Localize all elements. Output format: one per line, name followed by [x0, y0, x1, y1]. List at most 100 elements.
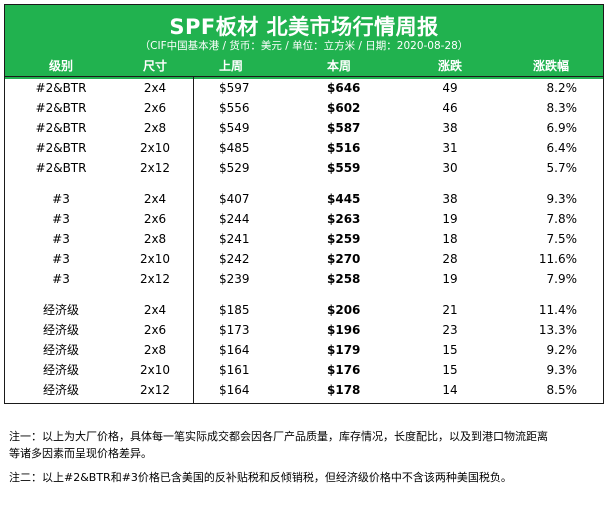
cell-last-week: $244 [219, 212, 250, 226]
cell-change-pct: 5.7% [546, 161, 578, 175]
cell-change: 14 [442, 383, 458, 397]
cell-change: 30 [442, 161, 458, 175]
cell-grade: 经济级 [42, 363, 79, 377]
cell-change-pct: 11.6% [538, 252, 577, 266]
cell-this-week: $646 [327, 81, 361, 95]
table-row: 经济级 2x8 $164 $179 15 9.2% [5, 340, 603, 360]
column-header-change-pct: 涨跌幅 [532, 59, 569, 73]
column-header-size: 尺寸 [142, 59, 167, 73]
table-row: #2&BTR 2x4 $597 $646 49 8.2% [5, 78, 603, 98]
report-title: SPF板材 北美市场行情周报 [169, 15, 439, 39]
cell-size: 2x12 [139, 383, 170, 397]
table-row: #3 2x4 $407 $445 38 9.3% [5, 189, 603, 209]
table-row: #2&BTR 2x8 $549 $587 38 6.9% [5, 118, 603, 138]
cell-last-week: $556 [219, 101, 250, 115]
cell-change-pct: 6.4% [546, 141, 578, 155]
cell-last-week: $173 [219, 323, 250, 337]
cell-grade: 经济级 [42, 303, 79, 317]
table-row: #3 2x12 $239 $258 19 7.9% [5, 269, 603, 289]
report-subtitle: （CIF中国基本港 / 货币：美元 / 单位：立方米 / 日期：2020-08-… [139, 40, 469, 52]
cell-change: 18 [442, 232, 458, 246]
cell-this-week: $178 [327, 383, 361, 397]
cell-size: 2x10 [139, 363, 170, 377]
cell-grade: #3 [52, 192, 70, 206]
cell-size: 2x12 [139, 272, 170, 286]
cell-size: 2x6 [143, 212, 167, 226]
cell-size: 2x6 [143, 101, 167, 115]
cell-last-week: $242 [219, 252, 250, 266]
column-header-last-week: 上周 [219, 59, 244, 73]
table-row: 经济级 2x10 $161 $176 15 9.3% [5, 360, 603, 380]
note-2: 注二：以上#2&BTR和#3价格已含美国的反补贴税和反倾销税，但经济级价格中不含… [9, 471, 512, 484]
table-row: #2&BTR 2x12 $529 $559 30 5.7% [5, 158, 603, 178]
cell-this-week: $206 [327, 303, 361, 317]
cell-change: 15 [442, 363, 458, 377]
cell-change-pct: 7.8% [546, 212, 578, 226]
cell-change: 15 [442, 343, 458, 357]
cell-last-week: $485 [219, 141, 250, 155]
cell-this-week: $176 [327, 363, 361, 377]
cell-this-week: $445 [327, 192, 361, 206]
column-header-grade: 级别 [48, 59, 73, 73]
cell-this-week: $179 [327, 343, 361, 357]
cell-last-week: $164 [219, 343, 250, 357]
cell-change-pct: 9.2% [546, 343, 578, 357]
cell-grade: #3 [52, 232, 70, 246]
cell-change: 19 [442, 272, 458, 286]
cell-change-pct: 8.5% [546, 383, 578, 397]
cell-this-week: $270 [327, 252, 361, 266]
cell-size: 2x4 [143, 192, 167, 206]
cell-change: 38 [442, 192, 458, 206]
table-row: 经济级 2x6 $173 $196 23 13.3% [5, 320, 603, 340]
cell-grade: #2&BTR [35, 141, 87, 155]
cell-change-pct: 11.4% [538, 303, 577, 317]
cell-grade: #3 [52, 252, 70, 266]
cell-grade: 经济级 [42, 343, 79, 357]
cell-size: 2x10 [139, 252, 170, 266]
price-table: SPF板材 北美市场行情周报 （CIF中国基本港 / 货币：美元 / 单位：立方… [4, 4, 604, 404]
cell-last-week: $185 [219, 303, 250, 317]
cell-this-week: $559 [327, 161, 361, 175]
table-row: #2&BTR 2x10 $485 $516 31 6.4% [5, 138, 603, 158]
header-divider [5, 76, 603, 77]
cell-grade: #3 [52, 272, 70, 286]
cell-this-week: $602 [327, 101, 361, 115]
table-header: SPF板材 北美市场行情周报 （CIF中国基本港 / 货币：美元 / 单位：立方… [5, 5, 603, 79]
column-divider [193, 77, 194, 403]
cell-last-week: $529 [219, 161, 250, 175]
note-1-line-1: 注一：以上为大厂价格，具体每一笔实际成交都会因各厂产品质量，库存情况，长度配比，… [9, 430, 548, 443]
cell-last-week: $239 [219, 272, 250, 286]
cell-size: 2x6 [143, 323, 167, 337]
cell-change-pct: 6.9% [546, 121, 578, 135]
cell-size: 2x8 [143, 232, 167, 246]
cell-grade: #2&BTR [35, 81, 87, 95]
cell-grade: 经济级 [42, 323, 79, 337]
cell-change: 49 [442, 81, 458, 95]
cell-grade: 经济级 [42, 383, 79, 397]
cell-change: 46 [442, 101, 458, 115]
cell-change: 21 [442, 303, 458, 317]
table-row: #3 2x8 $241 $259 18 7.5% [5, 229, 603, 249]
cell-size: 2x4 [143, 81, 167, 95]
cell-change-pct: 8.2% [546, 81, 578, 95]
table-row: 经济级 2x4 $185 $206 21 11.4% [5, 300, 603, 320]
cell-last-week: $241 [219, 232, 250, 246]
cell-change-pct: 7.9% [546, 272, 578, 286]
table-row: #3 2x10 $242 $270 28 11.6% [5, 249, 603, 269]
cell-grade: #2&BTR [35, 121, 87, 135]
cell-size: 2x10 [139, 141, 170, 155]
table-row: #3 2x6 $244 $263 19 7.8% [5, 209, 603, 229]
cell-change-pct: 9.3% [546, 363, 578, 377]
cell-grade: #2&BTR [35, 161, 87, 175]
cell-grade: #2&BTR [35, 101, 87, 115]
cell-this-week: $516 [327, 141, 361, 155]
cell-this-week: $259 [327, 232, 361, 246]
column-header-change: 涨跌 [437, 59, 462, 73]
cell-last-week: $407 [219, 192, 250, 206]
note-1: 注一：以上为大厂价格，具体每一笔实际成交都会因各厂产品质量，库存情况，长度配比，… [9, 428, 603, 462]
cell-last-week: $549 [219, 121, 250, 135]
cell-change-pct: 9.3% [546, 192, 578, 206]
cell-change-pct: 13.3% [538, 323, 577, 337]
cell-last-week: $597 [219, 81, 250, 95]
cell-last-week: $161 [219, 363, 250, 377]
